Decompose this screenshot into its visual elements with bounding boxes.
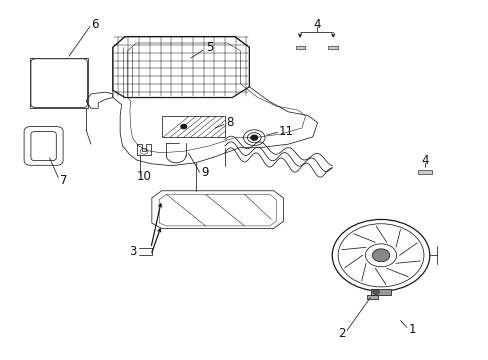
- Text: 4: 4: [312, 18, 320, 31]
- Text: 2: 2: [338, 327, 345, 340]
- Text: 11: 11: [278, 125, 293, 138]
- FancyBboxPatch shape: [31, 59, 87, 108]
- Circle shape: [372, 289, 379, 294]
- Text: 8: 8: [226, 116, 233, 129]
- Polygon shape: [417, 170, 431, 174]
- Polygon shape: [370, 289, 390, 295]
- Polygon shape: [328, 45, 337, 49]
- Text: 7: 7: [60, 174, 68, 186]
- Text: 10: 10: [137, 170, 152, 183]
- Circle shape: [181, 125, 186, 129]
- Text: 5: 5: [205, 41, 213, 54]
- Polygon shape: [295, 45, 305, 49]
- Circle shape: [250, 135, 257, 140]
- Text: 1: 1: [408, 323, 416, 336]
- Text: 9: 9: [202, 166, 209, 179]
- Text: 4: 4: [420, 154, 428, 167]
- Circle shape: [371, 249, 389, 262]
- Text: 6: 6: [91, 18, 99, 31]
- Polygon shape: [366, 296, 377, 299]
- Text: 3: 3: [129, 244, 137, 257]
